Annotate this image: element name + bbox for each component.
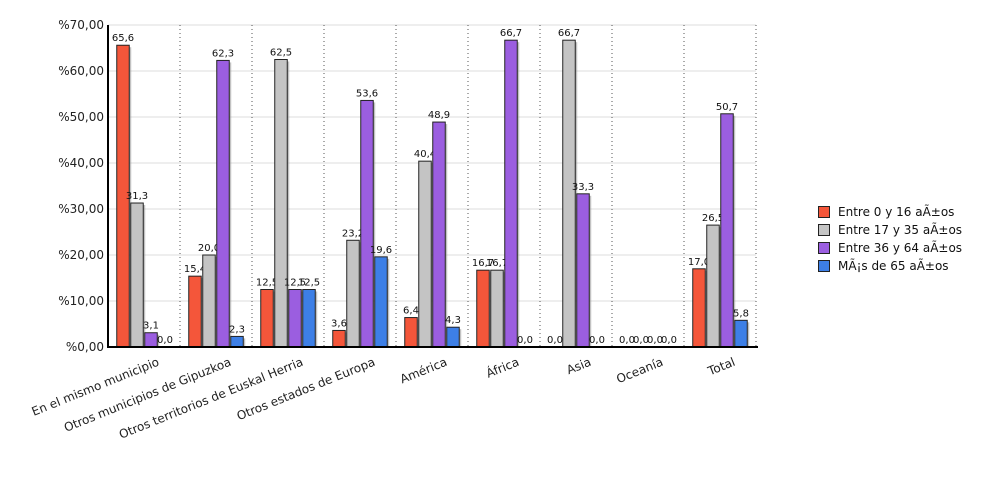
bar xyxy=(130,202,144,348)
x-tick-label: Total xyxy=(705,355,737,379)
data-label: 53,6 xyxy=(356,88,378,99)
data-label: 3,1 xyxy=(143,321,159,332)
data-label: 0,0 xyxy=(633,335,649,346)
data-label: 0,0 xyxy=(619,335,635,346)
y-tick-label: %0,00 xyxy=(66,340,104,354)
data-label: 62,5 xyxy=(270,48,292,59)
data-label: 48,9 xyxy=(428,110,450,121)
legend-label: MÃ¡s de 65 aÃ±os xyxy=(838,259,949,273)
bar xyxy=(432,121,446,348)
legend-item: Entre 36 y 64 aÃ±os xyxy=(818,240,962,256)
data-label: 66,7 xyxy=(500,28,522,39)
legend-item: Entre 0 y 16 aÃ±os xyxy=(818,204,962,220)
legend-swatch xyxy=(818,260,830,272)
bar xyxy=(706,224,720,348)
x-tick-label: América xyxy=(398,355,449,387)
x-tick-label: África xyxy=(484,354,521,381)
data-label: 2,3 xyxy=(229,324,245,335)
legend-item: Entre 17 y 35 aÃ±os xyxy=(818,222,962,238)
data-label: 4,3 xyxy=(445,315,461,326)
bar xyxy=(230,335,244,348)
bar xyxy=(490,269,504,348)
data-label: 0,0 xyxy=(547,335,563,346)
data-label: 16,7 xyxy=(486,258,508,269)
x-tick-label: Otros estados de Europa xyxy=(235,355,377,423)
legend-swatch xyxy=(818,224,830,236)
data-label: 0,0 xyxy=(517,335,533,346)
bar xyxy=(720,113,734,348)
data-label: 6,4 xyxy=(403,306,419,317)
bar xyxy=(446,326,460,348)
data-label: 62,3 xyxy=(212,48,234,59)
bar xyxy=(202,254,216,348)
bar xyxy=(216,59,230,348)
data-label: 0,0 xyxy=(647,335,663,346)
legend-swatch xyxy=(818,242,830,254)
bar xyxy=(346,239,360,348)
bar xyxy=(562,39,576,348)
data-label: 31,3 xyxy=(126,191,148,202)
data-label: 0,0 xyxy=(661,335,677,346)
bar xyxy=(374,256,388,348)
legend-label: Entre 36 y 64 aÃ±os xyxy=(838,241,963,255)
bar xyxy=(404,317,418,348)
y-tick-label: %70,00 xyxy=(58,18,104,32)
data-label: 26,5 xyxy=(702,213,724,224)
y-tick-label: %60,00 xyxy=(58,64,104,78)
bar xyxy=(260,289,274,348)
data-label: 12,5 xyxy=(284,278,306,289)
y-tick-label: %20,00 xyxy=(58,248,104,262)
data-label: 50,7 xyxy=(716,102,738,113)
data-label: 0,0 xyxy=(589,335,605,346)
legend-label: Entre 0 y 16 aÃ±os xyxy=(838,205,955,219)
data-label: 20,0 xyxy=(198,243,220,254)
data-label: 16,7 xyxy=(472,258,494,269)
bar xyxy=(734,319,748,348)
x-tick-label: Asia xyxy=(565,355,594,377)
legend-swatch xyxy=(818,206,830,218)
bar xyxy=(288,289,302,348)
legend-label: Entre 17 y 35 aÃ±os xyxy=(838,223,963,237)
y-tick-label: %30,00 xyxy=(58,202,104,216)
legend: Entre 0 y 16 aÃ±os Entre 17 y 35 aÃ±os Ent… xyxy=(818,204,962,276)
data-label: 65,6 xyxy=(112,33,134,44)
data-label: 33,3 xyxy=(572,182,594,193)
x-tick-label: Oceanía xyxy=(614,355,665,386)
data-label: 5,8 xyxy=(733,308,749,319)
data-label: 12,5 xyxy=(298,278,320,289)
y-tick-label: %50,00 xyxy=(58,110,104,124)
bar xyxy=(188,275,202,348)
data-label: 17,0 xyxy=(688,257,710,268)
bar xyxy=(302,289,316,348)
data-label: 3,6 xyxy=(331,318,347,329)
legend-item: MÃ¡s de 65 aÃ±os xyxy=(818,258,962,274)
bar xyxy=(692,268,706,348)
bar xyxy=(576,193,590,348)
data-label: 66,7 xyxy=(558,28,580,39)
bar xyxy=(476,269,490,348)
bar xyxy=(274,59,288,348)
data-label: 0,0 xyxy=(157,335,173,346)
data-label: 40,4 xyxy=(414,149,436,160)
bar xyxy=(418,160,432,348)
bar xyxy=(332,329,346,348)
data-label: 19,6 xyxy=(370,245,392,256)
bar xyxy=(360,99,374,348)
bar xyxy=(504,39,518,348)
y-tick-label: %40,00 xyxy=(58,156,104,170)
data-label: 15,4 xyxy=(184,264,206,275)
y-tick-label: %10,00 xyxy=(58,294,104,308)
bar xyxy=(144,332,158,348)
data-label: 12,5 xyxy=(256,278,278,289)
data-label: 23,2 xyxy=(342,228,364,239)
